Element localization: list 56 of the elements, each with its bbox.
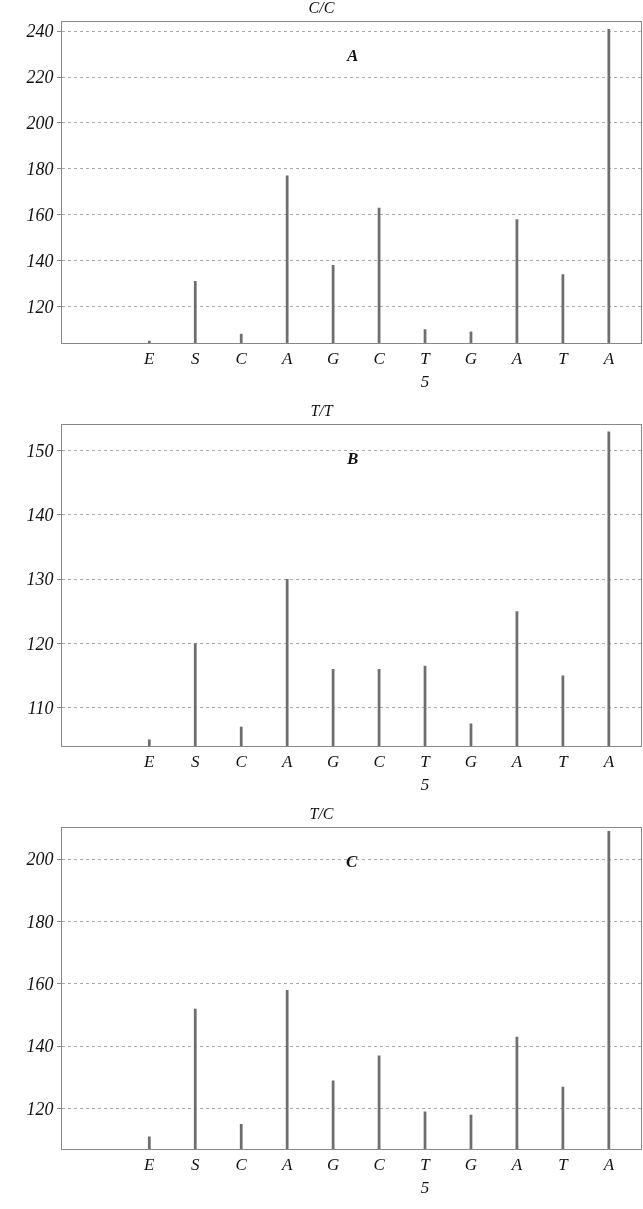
x-tick-label: G (326, 752, 340, 772)
y-tick-label: 140 (26, 250, 54, 271)
y-tick-label: 140 (26, 505, 54, 526)
x-tick-label: A (602, 752, 615, 772)
y-tick-label: 180 (26, 159, 54, 180)
y-tick-label: 200 (26, 113, 54, 134)
x-tick-label: T (558, 1155, 570, 1175)
x-tick-label: E (143, 349, 156, 369)
x-tick-label: G (326, 349, 340, 369)
y-tick-label: 120 (26, 633, 54, 654)
y-tick-label: 140 (26, 1036, 54, 1057)
y-tick-label: 180 (26, 911, 54, 932)
x-tick-label: A (280, 752, 293, 772)
chart-title: T/C (309, 805, 334, 823)
y-tick-label: 110 (27, 697, 54, 718)
x-tick-label: A (602, 1155, 615, 1175)
x-tick-label: T 5 (420, 349, 432, 391)
y-tick-label: 120 (26, 1098, 54, 1119)
x-tick-label: E (143, 1155, 156, 1175)
text: A (346, 46, 359, 65)
y-tick-label: 160 (26, 204, 54, 225)
x-tick-label: A (280, 1155, 293, 1175)
y-tick-label: 130 (26, 569, 54, 590)
text: C (346, 852, 358, 871)
x-tick-label: T (558, 752, 570, 772)
x-tick-label: T 5 (420, 752, 432, 794)
x-tick-label: G (464, 1155, 478, 1175)
y-tick-label: 240 (26, 21, 54, 42)
x-tick-label: C (235, 349, 248, 369)
x-tick-label: A (510, 1155, 523, 1175)
x-tick-label: T 5 (420, 1155, 432, 1197)
chart-title: C/C (308, 0, 335, 17)
x-tick-label: C (235, 752, 248, 772)
x-tick-label: C (373, 349, 386, 369)
x-tick-label: T (558, 349, 570, 369)
y-tick-label: 160 (26, 974, 54, 995)
y-tick-label: 120 (26, 296, 54, 317)
x-tick-label: A (602, 349, 615, 369)
text: B (346, 449, 359, 468)
x-tick-label: G (464, 349, 478, 369)
y-tick-label: 220 (26, 67, 54, 88)
x-tick-label: S (191, 752, 201, 772)
x-tick-label: G (464, 752, 478, 772)
y-tick-label: 150 (26, 440, 54, 461)
chart-title: T/T (310, 402, 334, 420)
y-tick-label: 200 (26, 849, 54, 870)
x-tick-label: S (191, 349, 201, 369)
x-tick-label: S (191, 1155, 201, 1175)
x-tick-label: A (510, 349, 523, 369)
x-tick-label: C (373, 752, 386, 772)
x-tick-label: A (280, 349, 293, 369)
x-tick-label: E (143, 752, 156, 772)
x-tick-label: C (235, 1155, 248, 1175)
x-tick-label: C (373, 1155, 386, 1175)
x-tick-label: A (510, 752, 523, 772)
x-tick-label: G (326, 1155, 340, 1175)
